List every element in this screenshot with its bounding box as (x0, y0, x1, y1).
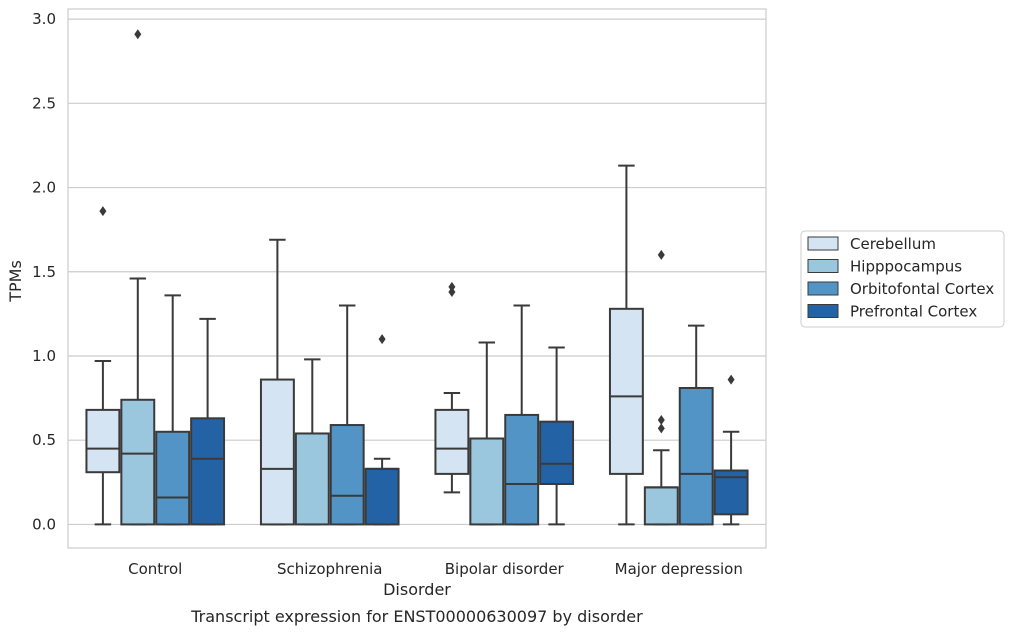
legend-label: Cerebellum (850, 235, 936, 253)
y-tick-label: 3.0 (32, 10, 56, 28)
box (678, 386, 714, 526)
outlier-marker (134, 29, 142, 40)
y-tick-label: 2.5 (32, 94, 56, 112)
chart-caption: Transcript expression for ENST0000063009… (190, 607, 643, 626)
outlier-marker (378, 334, 386, 345)
x-tick-label: Control (128, 560, 182, 578)
y-tick-label: 0.5 (32, 431, 56, 449)
box-prefrontal-cortex (539, 346, 575, 526)
outlier-marker (657, 423, 665, 434)
legend: Cerebellum Hipppocampus Orbitofontal Corte… (800, 230, 1005, 328)
outlier-marker (657, 414, 665, 425)
box (608, 307, 644, 475)
legend-label: Hipppocampus (850, 258, 962, 276)
box (504, 413, 540, 526)
outlier-marker (448, 286, 456, 297)
box (120, 398, 156, 526)
y-axis-title: TPMs (6, 260, 25, 303)
box-prefrontal-cortex (713, 374, 749, 526)
box (364, 467, 400, 526)
box-orbitofontal-cortex (678, 324, 714, 526)
legend-frame (800, 230, 1005, 328)
box-hipppocampus (643, 249, 679, 526)
box-cerebellum (259, 238, 295, 526)
legend-swatch (807, 281, 839, 296)
box (294, 432, 330, 526)
box (259, 378, 295, 526)
legend-swatch (807, 304, 839, 318)
box-hipppocampus (294, 358, 330, 526)
box (434, 408, 470, 475)
box (643, 486, 679, 526)
x-tick-label: Schizophrenia (277, 560, 382, 578)
box-orbitofontal-cortex (329, 304, 365, 526)
x-tick-label: Major depression (615, 560, 743, 578)
y-tick-label: 1.5 (32, 263, 56, 281)
box (155, 430, 191, 526)
y-tick-label: 0.0 (32, 515, 56, 533)
box-prefrontal-cortex (190, 317, 226, 526)
box (190, 417, 226, 526)
box (329, 424, 365, 526)
x-tick-labels: Control Schizophrenia Bipolar disorder Majo… (128, 560, 743, 578)
box-cerebellum (85, 206, 121, 526)
box-cerebellum (434, 281, 470, 494)
x-tick-label: Bipolar disorder (445, 560, 565, 578)
box-series (85, 29, 749, 526)
legend-swatch (807, 259, 839, 273)
y-tick-labels: 0.0 0.5 1.0 1.5 2.0 2.5 3.0 (32, 10, 56, 533)
x-axis-title: Disorder (383, 580, 451, 599)
outlier-marker (448, 281, 456, 292)
box-hipppocampus (120, 29, 156, 526)
plot-frame (67, 8, 767, 549)
legend-swatch (807, 236, 839, 251)
box (469, 437, 505, 526)
box-prefrontal-cortex (364, 334, 400, 526)
box-orbitofontal-cortex (155, 294, 191, 526)
box (539, 420, 575, 485)
box-hipppocampus (469, 341, 505, 526)
outlier-marker (727, 374, 735, 385)
outlier-marker (99, 206, 107, 217)
outlier-marker (657, 249, 665, 260)
box-orbitofontal-cortex (504, 304, 540, 526)
box-cerebellum (608, 164, 644, 526)
y-tick-label: 2.0 (32, 179, 56, 197)
legend-label: Prefrontal Cortex (850, 303, 977, 321)
legend-label: Orbitofontal Cortex (850, 280, 994, 298)
box (85, 408, 121, 474)
y-tick-label: 1.0 (32, 347, 56, 365)
